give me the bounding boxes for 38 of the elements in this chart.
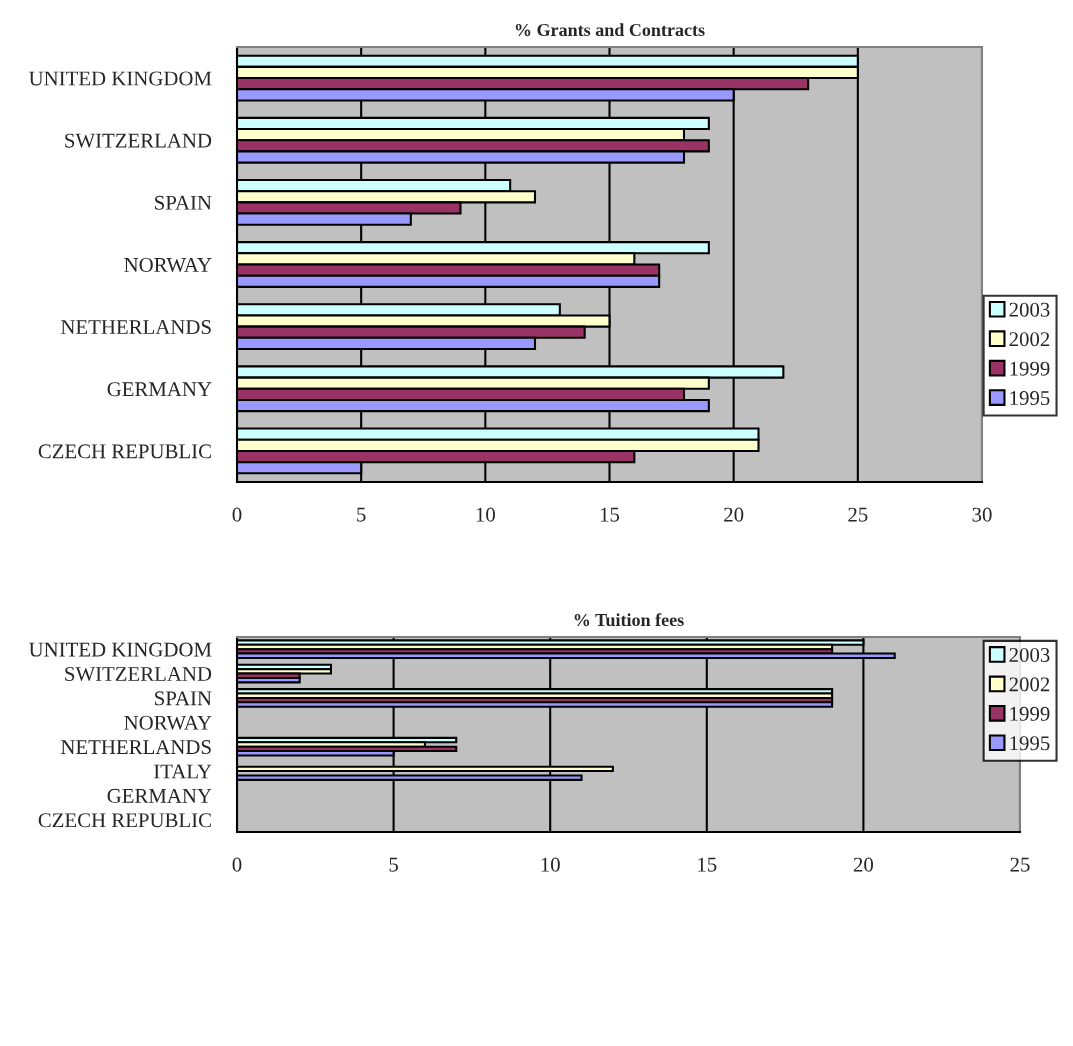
y-tick-label: NETHERLANDS — [60, 740, 211, 755]
y-tick-label: NORWAY — [124, 257, 212, 273]
y-tick-label: UNITED KINGDOM — [29, 642, 212, 657]
y-tick-label: SWITZERLAND — [65, 667, 212, 682]
x-tick-label: 15 — [698, 857, 717, 872]
y-tick-label: SPAIN — [155, 195, 212, 210]
y-tick-label: NETHERLANDS — [60, 320, 211, 335]
y-tick-label: ITALY — [154, 764, 212, 779]
legend-label: 2003 — [1009, 647, 1050, 662]
x-tick-label: 0 — [232, 857, 242, 872]
x-tick-label: 10 — [541, 857, 560, 872]
y-tick-label: CZECH REPUBLIC — [38, 444, 211, 459]
legend-label: 1995 — [1010, 736, 1050, 751]
x-tick-label: 30 — [972, 507, 992, 522]
x-tick-label: 5 — [389, 857, 398, 872]
legend-label: 1999 — [1010, 706, 1050, 721]
chart-title: % Grants and Contracts — [515, 23, 705, 37]
y-tick-label: GERMANY — [107, 788, 212, 803]
chart-title: % Tuition fees — [574, 613, 684, 627]
x-tick-label: 20 — [724, 507, 744, 522]
x-tick-label: 25 — [848, 507, 868, 522]
x-tick-label: 25 — [1010, 857, 1030, 872]
y-tick-label: SPAIN — [155, 691, 212, 706]
x-tick-label: 15 — [600, 507, 620, 522]
y-tick-label: CZECH REPUBLIC — [38, 813, 211, 828]
y-tick-label: SWITZERLAND — [65, 133, 212, 148]
y-tick-label: GERMANY — [107, 382, 212, 397]
x-tick-label: 10 — [476, 507, 495, 522]
x-tick-label: 20 — [853, 857, 874, 872]
x-tick-label: 0 — [232, 507, 242, 522]
y-tick-label: UNITED KINGDOM — [29, 71, 212, 86]
legend-label: 2002 — [1009, 677, 1050, 692]
legend-label: 1995 — [1010, 391, 1050, 406]
legend-label: 2003 — [1009, 302, 1050, 317]
legend-label: 2002 — [1009, 332, 1050, 347]
y-tick-label: NORWAY — [124, 715, 212, 730]
legend-label: 1999 — [1010, 361, 1050, 376]
x-tick-label: 5 — [357, 507, 366, 522]
